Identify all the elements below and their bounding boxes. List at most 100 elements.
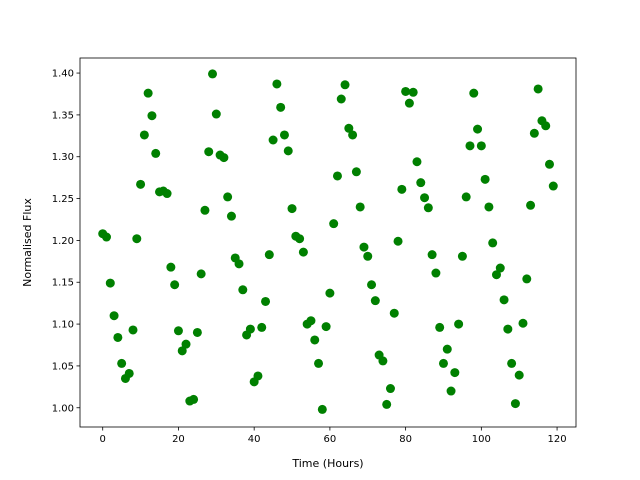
point (109, 311, 119, 321)
x-tick-label: 60 (324, 434, 337, 445)
point (332, 171, 342, 181)
point (412, 157, 422, 167)
y-axis-label: Normalised Flux (21, 198, 34, 287)
point (510, 399, 520, 409)
point (173, 326, 183, 336)
point (276, 102, 286, 112)
point (295, 234, 305, 244)
y-tick-label: 1.40 (52, 69, 74, 80)
point (196, 269, 206, 279)
point (454, 319, 464, 329)
point (298, 247, 308, 257)
point (378, 356, 388, 366)
x-tick-label: 100 (472, 434, 491, 445)
point (522, 274, 532, 284)
point (450, 368, 460, 378)
point (113, 332, 123, 342)
point (287, 204, 297, 214)
point (397, 184, 407, 194)
point (529, 128, 539, 138)
y-tick-label: 1.25 (52, 194, 74, 205)
y-tick-label: 1.15 (52, 278, 74, 289)
point (117, 358, 127, 368)
point (306, 316, 316, 326)
point (488, 238, 498, 248)
point (348, 130, 358, 140)
point (457, 251, 467, 261)
point (367, 280, 377, 290)
point (223, 192, 233, 202)
point (208, 69, 218, 79)
y-tick-label: 1.05 (52, 361, 74, 372)
y-tick-label: 1.00 (52, 403, 74, 414)
x-tick-label: 120 (548, 434, 567, 445)
point (147, 111, 157, 121)
point (465, 141, 475, 151)
x-axis-label: Time (Hours) (291, 457, 363, 470)
x-tick-label: 40 (248, 434, 261, 445)
x-tick-label: 0 (100, 434, 106, 445)
point (544, 159, 554, 169)
point (541, 121, 551, 131)
point (423, 203, 433, 213)
point (234, 259, 244, 269)
point (139, 130, 149, 140)
point (317, 404, 327, 414)
point (132, 234, 142, 244)
point (514, 370, 524, 380)
point (340, 80, 350, 90)
x-tick-label: 20 (172, 434, 185, 445)
point (192, 327, 202, 337)
point (420, 193, 430, 203)
point (257, 322, 267, 332)
point (526, 200, 536, 210)
x-tick-label: 80 (399, 434, 412, 445)
point (416, 178, 426, 188)
point (336, 94, 346, 104)
point (226, 211, 236, 221)
point (382, 399, 392, 409)
y-tick-label: 1.30 (52, 152, 74, 163)
point (503, 324, 513, 334)
point (310, 335, 320, 345)
point (283, 146, 293, 156)
point (143, 88, 153, 98)
point (261, 296, 271, 306)
point (321, 322, 331, 332)
point (507, 358, 517, 368)
y-tick-label: 1.20 (52, 236, 74, 247)
point (480, 174, 490, 184)
point (151, 148, 161, 158)
point (438, 358, 448, 368)
point (499, 295, 509, 305)
point (238, 285, 248, 295)
point (359, 242, 369, 252)
point (446, 386, 456, 396)
point (548, 181, 558, 191)
point (181, 339, 191, 349)
point (166, 262, 176, 272)
point (272, 79, 282, 89)
point (200, 205, 210, 215)
point (484, 202, 494, 212)
point (408, 87, 418, 97)
point (245, 324, 255, 334)
point (102, 232, 112, 242)
point (105, 278, 115, 288)
point (253, 371, 263, 381)
point (389, 308, 399, 318)
plot-frame (79, 57, 577, 428)
point (363, 251, 373, 261)
point (264, 250, 274, 260)
point (533, 84, 543, 94)
point (355, 202, 365, 212)
point (427, 250, 437, 260)
point (476, 141, 486, 151)
point (204, 147, 214, 157)
point (431, 268, 441, 278)
point (385, 384, 395, 394)
point (136, 179, 146, 189)
point (219, 153, 229, 163)
point (268, 135, 278, 145)
